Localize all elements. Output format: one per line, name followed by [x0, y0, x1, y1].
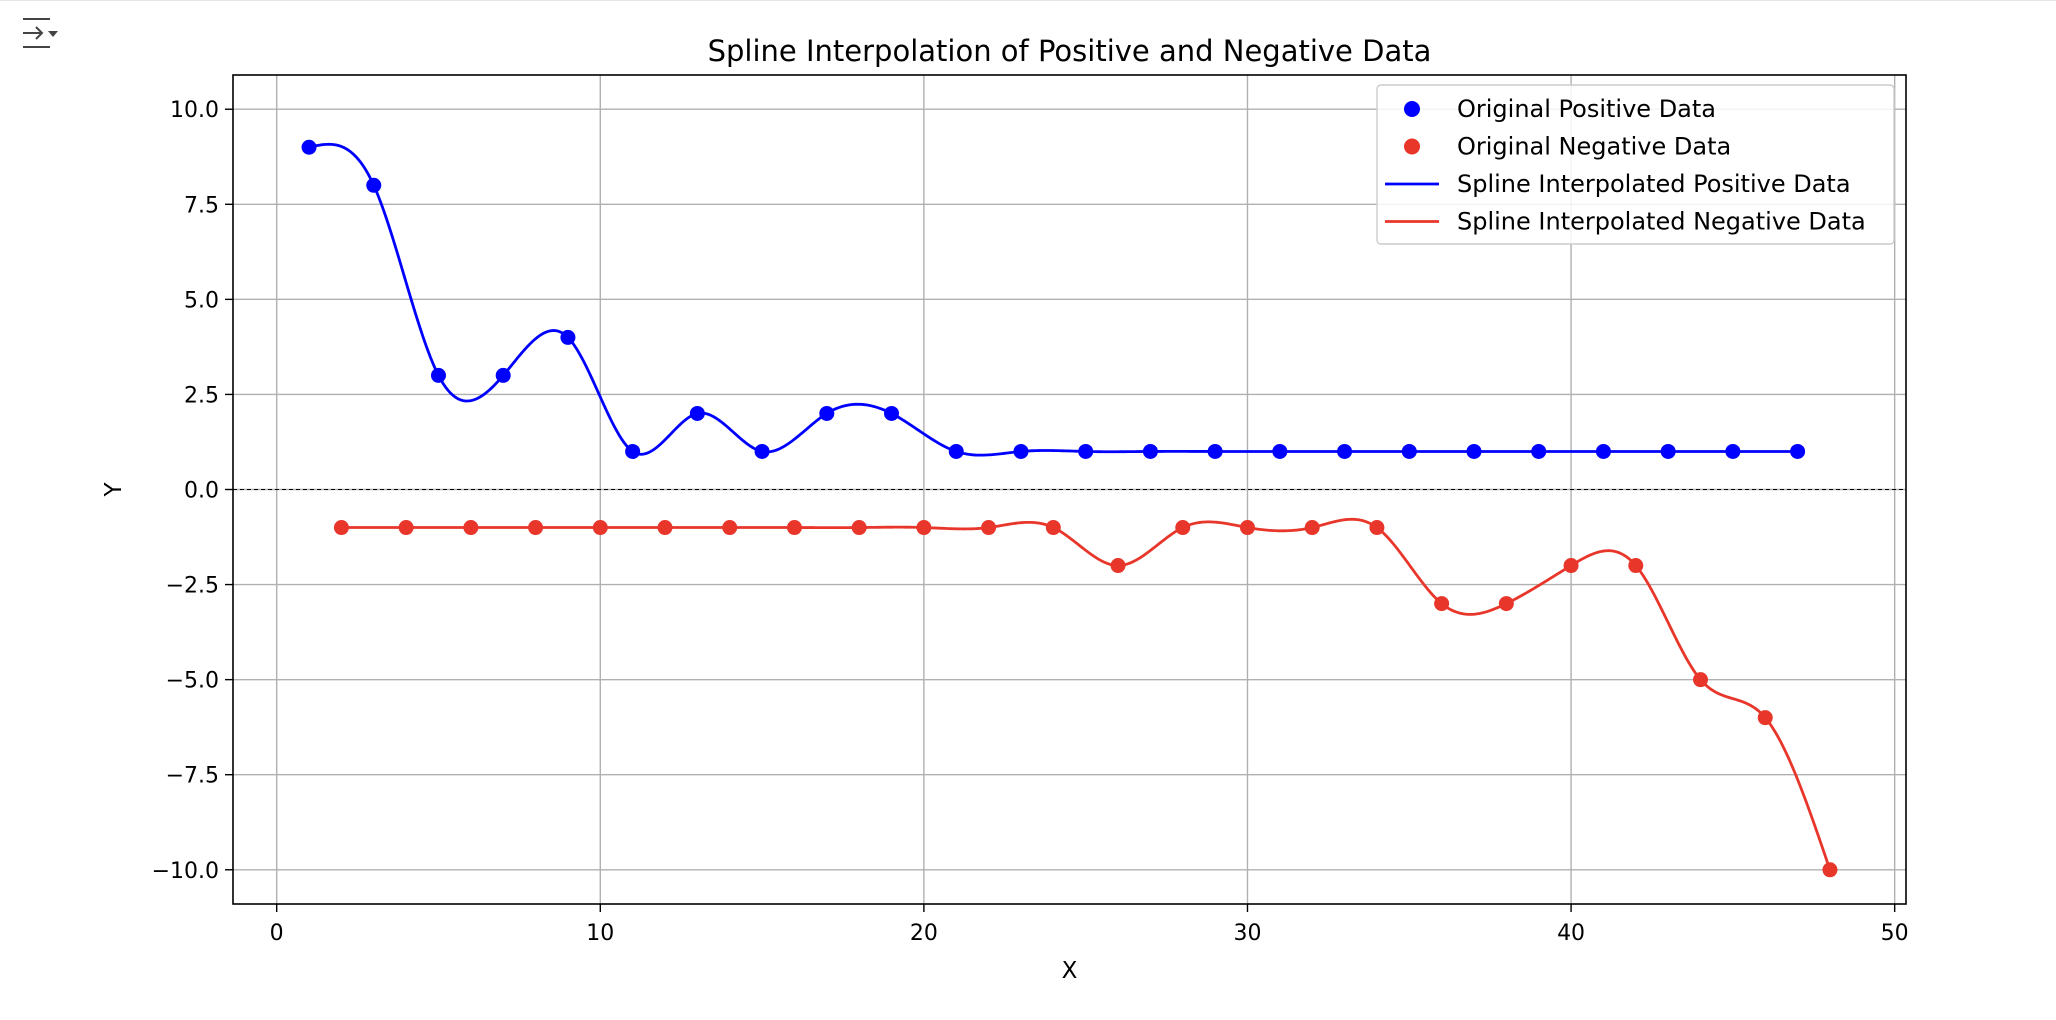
legend-label-0: Original Positive Data: [1457, 95, 1716, 123]
y-tick-label: −2.5: [166, 574, 219, 599]
x-tick-label: 40: [1557, 921, 1585, 946]
data-point-0-13: [1142, 443, 1158, 459]
x-tick-label: 20: [910, 921, 938, 946]
data-point-0-20: [1595, 443, 1611, 459]
x-tick-label: 30: [1233, 921, 1261, 946]
data-point-1-4: [592, 520, 608, 536]
y-tick-label: 5.0: [184, 288, 219, 313]
data-point-1-8: [851, 520, 867, 536]
data-point-1-23: [1822, 862, 1838, 878]
data-point-0-21: [1660, 443, 1676, 459]
data-point-1-9: [916, 520, 932, 536]
plot-frame: [232, 74, 1907, 905]
top-divider: [0, 0, 2056, 1]
data-point-1-17: [1434, 596, 1450, 612]
legend-label-3: Spline Interpolated Negative Data: [1457, 208, 1866, 236]
data-point-0-19: [1531, 443, 1547, 459]
y-tick-label: −5.0: [166, 669, 219, 694]
data-point-1-10: [981, 520, 997, 536]
data-point-0-4: [560, 329, 576, 345]
y-tick-label: −7.5: [166, 764, 219, 789]
y-tick-label: 7.5: [184, 193, 219, 218]
data-point-0-17: [1401, 443, 1417, 459]
data-point-0-18: [1466, 443, 1482, 459]
data-point-1-21: [1693, 672, 1709, 688]
y-tick-label: −10.0: [152, 859, 219, 884]
data-point-1-13: [1175, 520, 1191, 536]
legend-marker-1: [1404, 138, 1420, 155]
legend-label-1: Original Negative Data: [1457, 133, 1731, 161]
grid-lines: [233, 75, 1906, 904]
series-line-2: [308, 142, 1798, 457]
data-point-1-7: [786, 520, 802, 536]
axis-ticks: 0 10 20 30 40 50 10.0 7.5 5.0 2.5 0.0 −2.5 −5.0 −7.5 −…: [152, 98, 1909, 946]
data-point-0-5: [625, 443, 641, 459]
data-point-0-14: [1207, 443, 1223, 459]
data-point-1-22: [1757, 710, 1773, 726]
data-point-0-15: [1272, 443, 1288, 459]
data-point-1-18: [1498, 596, 1514, 612]
data-point-1-15: [1304, 520, 1320, 536]
y-tick-label: 2.5: [184, 383, 219, 408]
data-point-1-2: [463, 520, 479, 536]
data-point-0-8: [819, 405, 835, 421]
data-point-0-11: [1013, 443, 1029, 459]
data-point-1-1: [398, 520, 414, 536]
data-point-1-16: [1369, 520, 1385, 536]
data-point-1-20: [1628, 558, 1644, 574]
data-point-1-0: [333, 520, 349, 536]
legend: Original Positive Data Original Negative …: [1376, 84, 1895, 245]
data-point-1-3: [528, 520, 544, 536]
data-point-0-2: [430, 367, 446, 383]
data-point-0-1: [366, 177, 382, 193]
data-point-1-19: [1563, 558, 1579, 574]
x-tick-label: 50: [1881, 921, 1909, 946]
data-point-1-6: [722, 520, 738, 536]
data-point-0-9: [884, 405, 900, 421]
data-point-1-11: [1045, 520, 1061, 536]
data-point-0-16: [1337, 443, 1353, 459]
data-point-1-5: [657, 520, 673, 536]
series-line-3: [341, 517, 1832, 871]
data-point-1-12: [1110, 558, 1126, 574]
series-lines: [308, 142, 1832, 871]
data-point-0-10: [948, 443, 964, 459]
data-point-0-22: [1725, 443, 1741, 459]
data-point-0-0: [301, 139, 317, 155]
legend-box: [1376, 84, 1895, 245]
data-point-0-6: [689, 405, 705, 421]
series-points: [301, 139, 1838, 878]
legend-label-2: Spline Interpolated Positive Data: [1457, 170, 1851, 198]
data-point-0-3: [495, 367, 511, 383]
y-tick-label: 10.0: [170, 98, 219, 123]
y-axis-label: Y: [101, 482, 127, 498]
legend-marker-0: [1404, 101, 1420, 117]
chart-title: Spline Interpolation of Positive and Neg…: [708, 34, 1432, 68]
data-point-1-14: [1239, 520, 1255, 536]
data-point-0-12: [1078, 443, 1094, 459]
x-tick-label: 0: [270, 921, 284, 946]
data-point-0-23: [1790, 443, 1806, 459]
data-point-0-7: [754, 443, 770, 459]
output-toggle-icon[interactable]: [20, 16, 60, 50]
y-tick-label: 0.0: [184, 479, 219, 504]
x-axis-label: X: [1062, 958, 1078, 984]
x-tick-label: 10: [586, 921, 614, 946]
